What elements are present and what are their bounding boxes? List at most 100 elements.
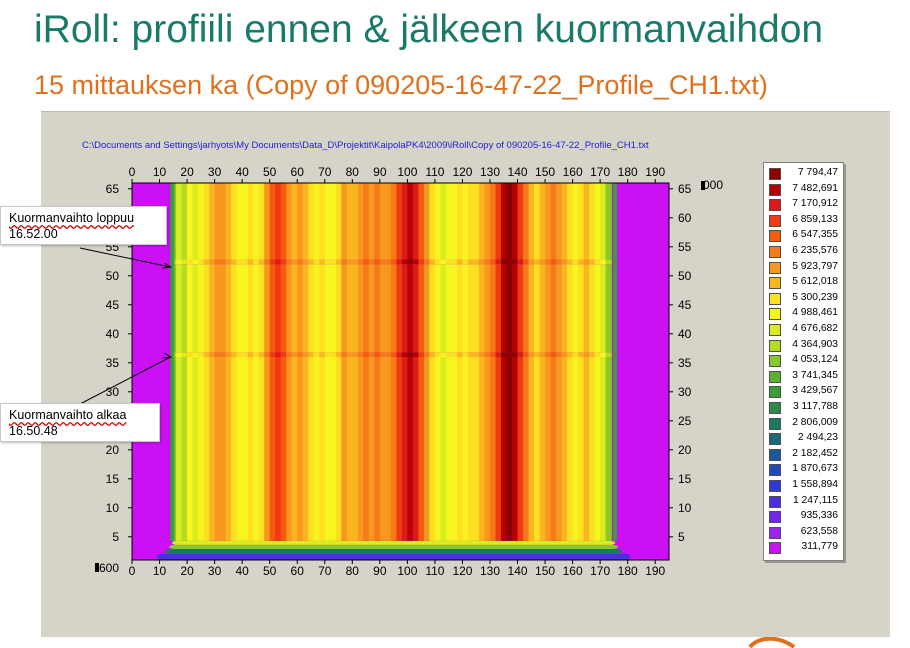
heatmap-cell-upper-123 bbox=[467, 183, 475, 260]
heatmap-cell-upper-19 bbox=[181, 183, 188, 260]
x-tick-label-top-0: 0 bbox=[129, 165, 136, 179]
legend-label: 2 806,009 bbox=[792, 416, 838, 428]
heatmap-cell-event-start-103 bbox=[412, 352, 419, 357]
callout-start-label: Kuormanvaihto alkaa bbox=[9, 408, 127, 422]
heatmap-cell-middle-51 bbox=[269, 264, 276, 353]
heatmap-cell-event-start-125 bbox=[473, 352, 480, 357]
heatmap-cell-lower-77 bbox=[341, 357, 348, 541]
heatmap-cell-middle-67 bbox=[313, 264, 320, 353]
heatmap-cell-event-end-31 bbox=[214, 259, 221, 265]
heatmap-cell-upper-91 bbox=[379, 183, 386, 260]
legend-entry: 4 053,124 bbox=[764, 353, 843, 368]
heatmap-left-edge bbox=[170, 183, 175, 541]
decorative-arrow-icon bbox=[748, 637, 796, 648]
heatmap-cell-event-end-81 bbox=[352, 259, 359, 265]
heatmap-cell-upper-85 bbox=[363, 183, 370, 260]
legend-entry: 2 806,009 bbox=[764, 416, 843, 431]
heatmap-cell-event-end-171 bbox=[600, 259, 607, 265]
heatmap-cell-event-end-157 bbox=[561, 259, 568, 265]
heatmap-cell-middle-39 bbox=[236, 264, 243, 353]
heatmap-cell-lower-91 bbox=[379, 357, 386, 541]
slide-subtitle: 15 mittauksen ka (Copy of 090205-16-47-2… bbox=[34, 70, 768, 100]
heatmap-cell-lower-87 bbox=[368, 357, 375, 541]
heatmap-cell-middle-79 bbox=[346, 264, 353, 353]
legend-entry: 2 182,452 bbox=[764, 447, 843, 462]
heatmap-cell-lower-67 bbox=[313, 357, 320, 541]
heatmap-cell-upper-159 bbox=[567, 183, 574, 260]
heatmap-cell-event-end-167 bbox=[589, 259, 596, 265]
heatmap-cell-event-end-109 bbox=[429, 259, 436, 265]
heatmap-cell-event-start-151 bbox=[545, 352, 552, 357]
heatmap-cell-event-start-71 bbox=[324, 352, 331, 357]
x-tick-label-top-130: 130 bbox=[480, 165, 500, 179]
heatmap-cell-middle-147 bbox=[534, 264, 541, 353]
x-tick-label-top-100: 100 bbox=[397, 165, 417, 179]
heatmap-cell-event-start-21 bbox=[187, 352, 194, 357]
heatmap-cell-middle-49 bbox=[264, 264, 271, 353]
legend-label: 3 741,345 bbox=[792, 369, 838, 381]
heatmap-cell-event-end-127 bbox=[478, 259, 486, 265]
legend-entry: 623,558 bbox=[764, 525, 843, 540]
legend-entry: 2 494,23 bbox=[764, 431, 843, 446]
heatmap-cell-event-start-49 bbox=[264, 352, 271, 357]
y-tick-label-left-40: 40 bbox=[106, 327, 120, 341]
callout-arrowhead-0 bbox=[162, 262, 172, 269]
legend-label: 4 676,682 bbox=[792, 323, 838, 334]
heatmap-cell-upper-21 bbox=[187, 183, 194, 260]
color-legend: 7 794,47 7 482,691 7 170,912 6 859,133 6 547… bbox=[763, 162, 844, 561]
heatmap-cell-event-start-95 bbox=[390, 352, 397, 357]
heatmap-cell-middle-157 bbox=[561, 264, 568, 353]
heatmap-cell-event-end-161 bbox=[572, 259, 579, 265]
heatmap-cell-event-end-19 bbox=[181, 259, 188, 265]
legend-entry: 4 364,903 bbox=[764, 338, 843, 353]
heatmap-cell-upper-167 bbox=[589, 183, 596, 260]
y-tick-label-left-5: 5 bbox=[112, 530, 119, 544]
x-tick-label-bottom-180: 180 bbox=[618, 564, 638, 578]
heatmap-cell-middle-129 bbox=[484, 264, 491, 353]
legend-swatch bbox=[769, 386, 781, 399]
x-tick-label-bottom-30: 30 bbox=[208, 564, 222, 578]
heatmap-cell-middle-115 bbox=[445, 264, 453, 353]
legend-label: 4 053,124 bbox=[792, 354, 838, 366]
heatmap-cell-lower-85 bbox=[363, 357, 370, 541]
heatmap-cell-middle-45 bbox=[253, 264, 260, 353]
heatmap-cell-upper-81 bbox=[352, 183, 359, 260]
heatmap-cell-lower-37 bbox=[231, 357, 238, 541]
heatmap-cell-lower-171 bbox=[600, 357, 607, 541]
heatmap-cell-lower-75 bbox=[335, 357, 342, 541]
heatmap-cell-upper-87 bbox=[368, 183, 375, 260]
callout-arrowhead-1 bbox=[162, 352, 172, 359]
heatmap-cell-middle-23 bbox=[192, 264, 199, 353]
x-tick-label-top-40: 40 bbox=[235, 165, 249, 179]
heatmap-cell-event-start-31 bbox=[214, 352, 221, 357]
heatmap-cell-lower-147 bbox=[534, 357, 541, 541]
heatmap-cell-event-end-85 bbox=[363, 259, 370, 265]
heatmap-cell-lower-101 bbox=[407, 357, 414, 541]
heatmap-cell-middle-87 bbox=[368, 264, 375, 353]
heatmap-cell-event-start-171 bbox=[600, 352, 607, 357]
heatmap-cell-lower-21 bbox=[187, 357, 194, 541]
legend-swatch bbox=[769, 355, 781, 368]
heatmap-cell-lower-127 bbox=[478, 357, 486, 541]
legend-entry: 7 170,912 bbox=[764, 197, 843, 212]
heatmap-cell-event-start-53 bbox=[275, 352, 282, 357]
legend-label: 3 429,567 bbox=[792, 385, 838, 397]
legend-entry: 5 612,018 bbox=[764, 275, 843, 290]
heatmap-cell-middle-57 bbox=[286, 264, 293, 353]
heatmap-cell-lower-155 bbox=[556, 357, 563, 541]
heatmap-cell-event-start-41 bbox=[242, 352, 249, 357]
legend-entry: 4 988,461 bbox=[764, 306, 843, 321]
heatmap-cell-upper-35 bbox=[225, 183, 232, 260]
heatmap-cell-upper-127 bbox=[478, 183, 486, 260]
x-tick-label-top-140: 140 bbox=[508, 165, 528, 179]
x-tick-label-bottom-60: 60 bbox=[291, 564, 305, 578]
heatmap-cell-event-start-55 bbox=[280, 352, 287, 357]
heatmap-cell-upper-95 bbox=[390, 183, 397, 260]
legend-swatch bbox=[769, 433, 781, 446]
heatmap-cell-event-start-35 bbox=[225, 352, 232, 357]
heatmap-cell-lower-71 bbox=[324, 357, 331, 541]
heatmap-cell-event-start-47 bbox=[258, 352, 265, 357]
heatmap-cell-upper-27 bbox=[203, 183, 210, 260]
heatmap-cell-middle-77 bbox=[341, 264, 348, 353]
heatmap-cell-event-start-157 bbox=[561, 352, 568, 357]
